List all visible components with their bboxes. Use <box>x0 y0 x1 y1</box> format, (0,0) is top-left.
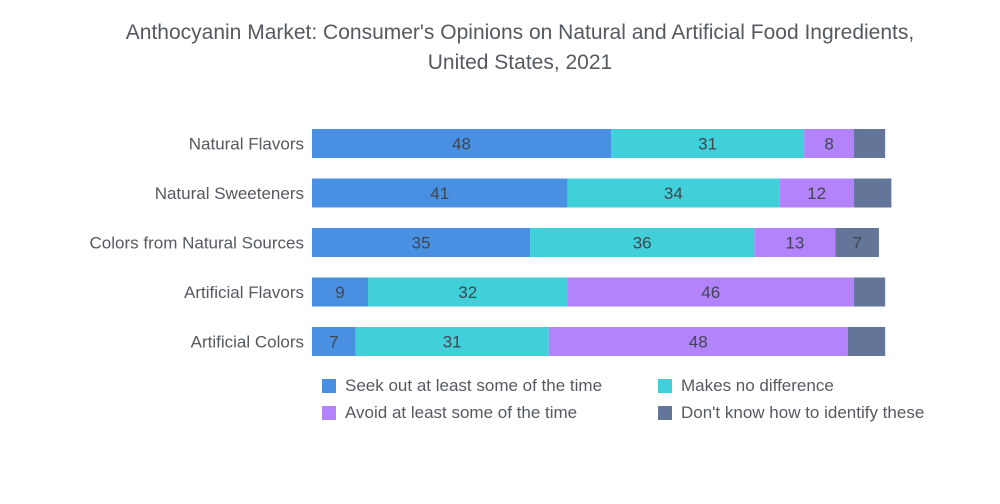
legend-label-avoid: Avoid at least some of the time <box>345 403 578 422</box>
bar-segment[interactable] <box>312 228 531 257</box>
bar-segment[interactable] <box>779 178 855 208</box>
legend-item-seek[interactable]: Seek out at least some of the time <box>322 376 602 396</box>
bar-segment[interactable] <box>854 277 886 307</box>
bar-segment[interactable] <box>854 129 886 158</box>
chart-title-line-1: Anthocyanin Market: Consumer's Opinions … <box>125 21 915 44</box>
data-label: 35 <box>412 234 431 253</box>
bar-segment[interactable] <box>611 129 805 158</box>
bar-segment[interactable] <box>567 277 855 307</box>
bar-segment[interactable] <box>567 178 780 208</box>
legend-label-dont-know: Don't know how to identify these <box>681 403 925 422</box>
bar-segment[interactable] <box>368 277 568 307</box>
data-label: 34 <box>664 184 683 203</box>
category-label: Natural Flavors <box>189 135 304 154</box>
legend-swatch-dont-know <box>658 406 672 420</box>
bar-segment[interactable] <box>835 228 879 257</box>
legend-swatch-seek <box>322 379 336 393</box>
bar-segment[interactable] <box>312 178 568 208</box>
category-label: Artificial Colors <box>191 333 304 352</box>
legend-label-seek: Seek out at least some of the time <box>345 376 603 395</box>
data-label: 13 <box>785 234 804 253</box>
data-label: 31 <box>698 135 717 154</box>
category-label: Colors from Natural Sources <box>90 234 304 253</box>
data-label: 48 <box>689 333 708 352</box>
legend-item-no-difference[interactable]: Makes no difference <box>658 376 834 396</box>
category-label: Artificial Flavors <box>184 283 304 302</box>
data-label: 12 <box>807 184 826 203</box>
bar-segment[interactable] <box>847 327 886 356</box>
bar-segment[interactable] <box>754 228 836 257</box>
bar-segment[interactable] <box>530 228 755 257</box>
data-label: 7 <box>852 234 861 253</box>
legend-swatch-avoid <box>322 406 336 420</box>
bar-segment[interactable] <box>312 129 612 158</box>
bar-segment[interactable] <box>312 327 356 356</box>
data-label: 32 <box>458 283 477 302</box>
data-label: 41 <box>430 184 449 203</box>
data-label: 36 <box>633 234 652 253</box>
bar-segment[interactable] <box>355 327 549 356</box>
data-label: 46 <box>701 283 720 302</box>
legend-item-avoid[interactable]: Avoid at least some of the time <box>322 403 577 423</box>
legend-label-no-difference: Makes no difference <box>681 376 834 395</box>
bar-segment[interactable] <box>312 277 369 307</box>
data-label: 8 <box>824 135 833 154</box>
bar-segment[interactable] <box>804 129 855 158</box>
legend-item-dont-know[interactable]: Don't know how to identify these <box>658 403 924 423</box>
chart-title: Anthocyanin Market: Consumer's Opinions … <box>0 18 1000 78</box>
bar-segment[interactable] <box>548 327 848 356</box>
chart-title-line-2: United States, 2021 <box>427 51 613 74</box>
data-label: 9 <box>335 283 344 302</box>
legend-swatch-no-difference <box>658 379 672 393</box>
bar-segment[interactable] <box>854 178 892 208</box>
data-label: 48 <box>452 135 471 154</box>
data-label: 31 <box>443 333 462 352</box>
category-label: Natural Sweeteners <box>155 184 304 203</box>
data-label: 7 <box>329 333 338 352</box>
